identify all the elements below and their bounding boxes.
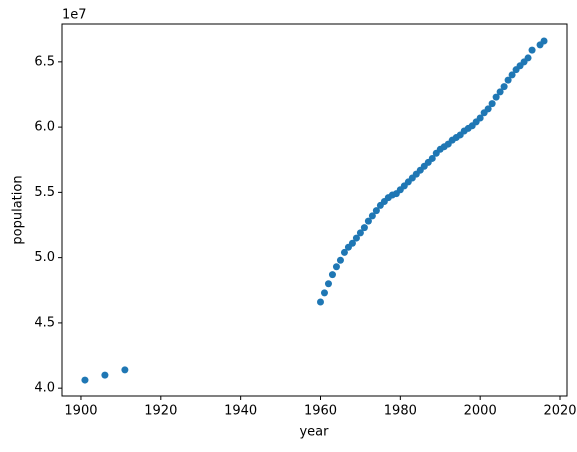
point [540,37,548,45]
y-tick-label: 5.0 [34,250,55,265]
point [360,224,368,232]
point [356,229,364,237]
x-tick-label: 2000 [464,404,497,419]
point [484,105,492,113]
y-tick-label: 6.0 [34,120,55,135]
point [364,217,372,225]
point [320,289,328,297]
point [352,234,360,242]
point [488,100,496,108]
x-tick-label: 1960 [304,404,337,419]
plot-frame [61,23,568,397]
y-tick-label: 4.5 [34,315,55,330]
point [524,54,532,62]
point [500,83,508,91]
point [372,207,380,215]
y-tick-label: 6.5 [34,54,55,69]
point [492,93,500,101]
y-offset-label: 1e7 [62,8,87,23]
point [101,371,109,379]
point [368,212,376,220]
x-tick-label: 1980 [384,404,417,419]
y-tick-label: 5.5 [34,185,55,200]
point [121,366,129,374]
point [504,76,512,84]
point [508,71,516,79]
x-axis-label: year [299,425,329,440]
y-axis-label: population [11,175,26,244]
point [328,271,336,279]
point [348,239,356,247]
x-tick-label: 1940 [224,404,257,419]
point [332,263,340,271]
point [428,154,436,162]
point [316,298,324,306]
y-tick-label: 4.0 [34,381,55,396]
x-tick-label: 1920 [144,404,177,419]
point [336,256,344,264]
point [340,248,348,256]
point [324,280,332,288]
point [81,376,89,384]
point [496,88,504,96]
point [528,46,536,54]
point [476,114,484,122]
x-tick-label: 1900 [64,404,97,419]
x-tick-label: 2020 [543,404,576,419]
